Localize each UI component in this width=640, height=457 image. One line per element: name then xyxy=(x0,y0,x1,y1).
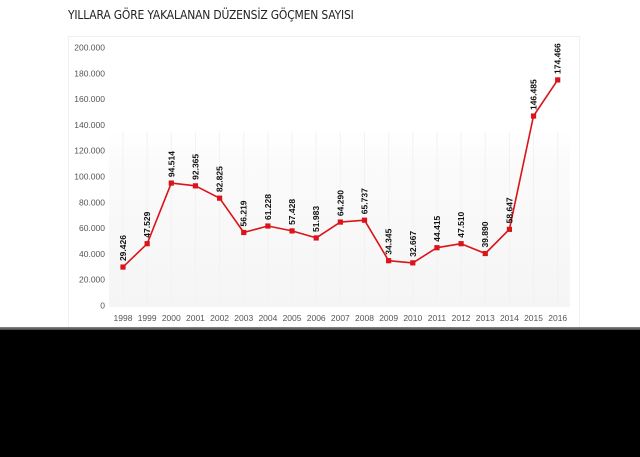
y-tick-label: 120.000 xyxy=(74,146,105,156)
data-label: 64.290 xyxy=(335,190,345,216)
data-point-marker xyxy=(144,241,150,247)
data-label: 56.219 xyxy=(239,200,249,226)
y-tick-label: 140.000 xyxy=(74,120,105,130)
data-point-marker xyxy=(337,219,343,225)
x-tick-label: 1998 xyxy=(114,313,133,323)
y-tick-label: 180.000 xyxy=(74,68,105,78)
data-label: 82.825 xyxy=(215,166,225,192)
data-label: 32.667 xyxy=(408,231,418,257)
y-axis: 0 20.000 40.000 60.000 80.000 100.000 120.000 1… xyxy=(74,43,105,311)
y-tick-label: 200.000 xyxy=(74,43,105,53)
data-label: 65.737 xyxy=(360,188,370,214)
x-tick-label: 2009 xyxy=(379,313,398,323)
x-tick-label: 2006 xyxy=(307,313,326,323)
data-point-marker xyxy=(386,258,392,264)
data-point-marker xyxy=(217,195,223,201)
data-point-marker xyxy=(506,226,512,232)
data-label: 47.510 xyxy=(456,211,466,237)
y-tick-label: 100.000 xyxy=(74,172,105,182)
data-label: 39.890 xyxy=(480,221,490,247)
data-labels: 29.426 47.529 94.514 92.365 82.825 56.219 61.2… xyxy=(118,43,563,261)
data-label: 51.983 xyxy=(311,206,321,232)
data-point-marker xyxy=(120,264,126,270)
y-tick-label: 40.000 xyxy=(79,249,105,259)
chart-title: YILLARA GÖRE YAKALANAN DÜZENSİZ GÖÇMEN S… xyxy=(68,7,354,22)
y-tick-label: 60.000 xyxy=(79,223,105,233)
x-tick-label: 1999 xyxy=(138,313,157,323)
plot-area xyxy=(109,132,570,307)
data-point-marker xyxy=(530,113,537,119)
x-tick-label: 2008 xyxy=(355,313,374,323)
divider xyxy=(0,327,640,330)
y-tick-label: 80.000 xyxy=(79,197,105,207)
data-point-marker xyxy=(168,180,174,186)
x-axis: 1998 1999 2000 2001 2002 2003 2004 2005 2006 2007… xyxy=(114,313,568,323)
data-label: 29.426 xyxy=(118,235,128,261)
x-tick-label: 2014 xyxy=(500,313,519,323)
x-tick-label: 2001 xyxy=(186,313,205,323)
x-tick-label: 2004 xyxy=(258,313,277,323)
data-label: 174.466 xyxy=(553,43,563,74)
data-label: 61.228 xyxy=(263,194,273,220)
data-label: 146.485 xyxy=(529,79,539,110)
data-point-marker xyxy=(289,228,295,234)
slide-page: YILLARA GÖRE YAKALANAN DÜZENSİZ GÖÇMEN S… xyxy=(0,0,640,328)
data-series xyxy=(120,77,561,270)
x-tick-label: 2013 xyxy=(476,313,495,323)
data-point-marker xyxy=(361,217,368,223)
data-label: 94.514 xyxy=(166,151,176,177)
data-label: 44.415 xyxy=(432,215,442,241)
data-point-marker xyxy=(410,260,416,266)
x-tick-label: 2000 xyxy=(162,313,181,323)
data-label: 92.365 xyxy=(190,154,200,180)
y-tick-label: 160.000 xyxy=(74,94,105,104)
y-tick-label: 20.000 xyxy=(79,275,105,285)
data-point-marker xyxy=(482,250,488,257)
data-point-marker xyxy=(192,183,199,189)
x-tick-label: 2005 xyxy=(283,313,302,323)
data-point-marker xyxy=(434,245,440,251)
x-tick-label: 2002 xyxy=(210,313,229,323)
x-tick-label: 2016 xyxy=(548,313,567,323)
line-chart: 0 20.000 40.000 60.000 80.000 100.000 120.000 1… xyxy=(74,43,570,323)
data-point-marker xyxy=(265,223,271,229)
x-tick-label: 2010 xyxy=(403,313,422,323)
x-tick-label: 2011 xyxy=(428,313,447,323)
data-label: 34.345 xyxy=(384,228,394,254)
x-tick-label: 2003 xyxy=(234,313,253,323)
x-tick-label: 2015 xyxy=(524,313,543,323)
data-point-marker xyxy=(555,77,561,83)
data-point-marker xyxy=(241,229,247,236)
x-tick-label: 2012 xyxy=(452,313,471,323)
data-point-marker xyxy=(458,241,464,247)
data-label: 47.529 xyxy=(142,211,152,237)
x-tick-label: 2007 xyxy=(331,313,350,323)
data-point-marker xyxy=(313,235,319,241)
data-label: 58.647 xyxy=(504,197,514,223)
chart-container: 0 20.000 40.000 60.000 80.000 100.000 120.000 1… xyxy=(68,36,580,328)
y-tick-label: 0 xyxy=(100,301,105,311)
data-label: 57.428 xyxy=(287,199,297,225)
